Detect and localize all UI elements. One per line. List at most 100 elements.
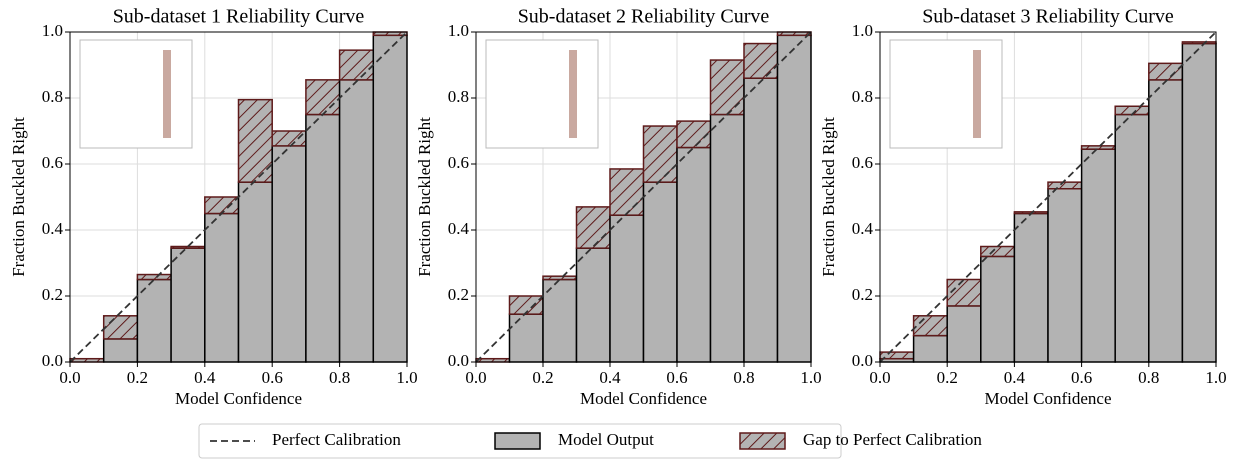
perfect-calibration-line [475,31,812,363]
axes-frame [475,31,812,363]
model-output-bar [271,145,307,363]
legend-swatch [494,432,541,450]
x-tick-label: 1.0 [396,368,417,387]
x-tick-label: 0.4 [599,368,621,387]
y-tick-label: 0.6 [852,153,873,172]
gap-bar [136,273,172,281]
y-tick-label: 0.4 [448,219,470,238]
x-axis-label: Model Confidence [175,389,302,408]
model-output-bar [609,214,645,363]
y-tick-label: 0.2 [852,285,873,304]
model-output-bar [946,305,982,363]
gap-bar [946,278,982,307]
gap-bar [709,59,745,116]
x-tick-label: 0.0 [59,368,80,387]
model-output-bar [642,181,678,363]
x-tick-label: 0.0 [869,368,890,387]
model-output-bar [508,313,544,363]
model-output-bar [1181,42,1217,363]
x-tick-label: 1.0 [1205,368,1226,387]
gap-bar [609,168,645,216]
model-output-bar [338,79,375,363]
perfect-calibration-line [879,31,1217,363]
gap-bar [912,315,948,337]
gap-bar [1080,145,1116,150]
x-tick-label: 0.4 [1004,368,1026,387]
y-tick-label: 1.0 [448,21,469,40]
y-tick-label: 0.4 [852,219,874,238]
model-output-bar [776,34,812,363]
y-tick-label: 1.0 [42,21,63,40]
model-output-bar [575,247,611,363]
chart-title: Sub-dataset 3 Reliability Curve [922,6,1174,28]
legend-label: Perfect Calibration [272,430,401,449]
legend-swatch [739,432,786,450]
gap-bar [743,42,779,79]
model-output-bar [372,34,408,363]
y-tick-label: 0.0 [42,351,63,370]
y-axis-label: Fraction Buckled Right [9,117,28,277]
model-output-bar [1114,113,1150,363]
inset-rod [973,50,981,138]
inset [79,39,193,149]
legend-label: Gap to Perfect Calibration [803,430,982,449]
y-tick-label: 0.2 [448,285,469,304]
gap-bar [170,245,206,249]
gap-bar [676,120,712,149]
y-tick-label: 0.0 [448,351,469,370]
x-axis-label: Model Confidence [580,389,707,408]
gap-bar [305,79,341,116]
model-output-bar [1013,212,1049,363]
gap-bar [542,275,578,281]
x-tick-label: 0.6 [1071,368,1092,387]
y-axis-label: Fraction Buckled Right [415,117,434,277]
inset-rod [163,50,171,138]
x-axis-label: Model Confidence [985,389,1112,408]
model-output-bar [170,247,206,363]
y-tick-label: 0.2 [42,285,63,304]
axes-frame [69,31,408,363]
gap-bar [1181,41,1217,45]
gap-bar [575,206,611,249]
model-output-bar [676,146,712,363]
inset [889,39,1003,149]
inset-rod [569,50,577,138]
model-output-bar [204,212,240,363]
x-tick-label: 0.0 [465,368,486,387]
model-output-bar [1080,148,1116,363]
x-tick-label: 0.6 [666,368,687,387]
model-output-bar [980,255,1016,363]
model-output-bar [743,77,779,363]
gap-bar [102,315,139,340]
x-tick-label: 0.2 [127,368,148,387]
chart-title: Sub-dataset 2 Reliability Curve [518,6,770,28]
model-output-bar [912,334,948,363]
x-tick-label: 0.2 [532,368,553,387]
gap-bar [271,130,307,147]
inset [485,39,599,149]
x-tick-label: 0.6 [262,368,283,387]
y-tick-label: 0.0 [852,351,873,370]
y-tick-label: 0.8 [852,87,873,106]
y-tick-label: 0.8 [448,87,469,106]
y-tick-label: 0.6 [448,153,469,172]
model-output-bar [237,181,273,363]
model-output-bar [1148,79,1184,363]
model-output-bar [709,113,745,363]
y-tick-label: 0.6 [42,153,63,172]
gap-bar [980,245,1016,258]
legend-label: Model Output [558,430,654,449]
gap-bar [204,196,240,215]
y-axis-label: Fraction Buckled Right [819,117,838,277]
chart-title: Sub-dataset 1 Reliability Curve [113,6,365,28]
gap-bar [1047,181,1083,190]
axes-frame [879,31,1217,363]
x-tick-label: 1.0 [800,368,821,387]
model-output-bar [305,113,341,363]
gap-bar [338,49,375,81]
model-output-bar [1047,188,1083,363]
y-tick-label: 0.4 [42,219,64,238]
x-tick-label: 0.8 [733,368,754,387]
x-tick-label: 0.4 [194,368,216,387]
